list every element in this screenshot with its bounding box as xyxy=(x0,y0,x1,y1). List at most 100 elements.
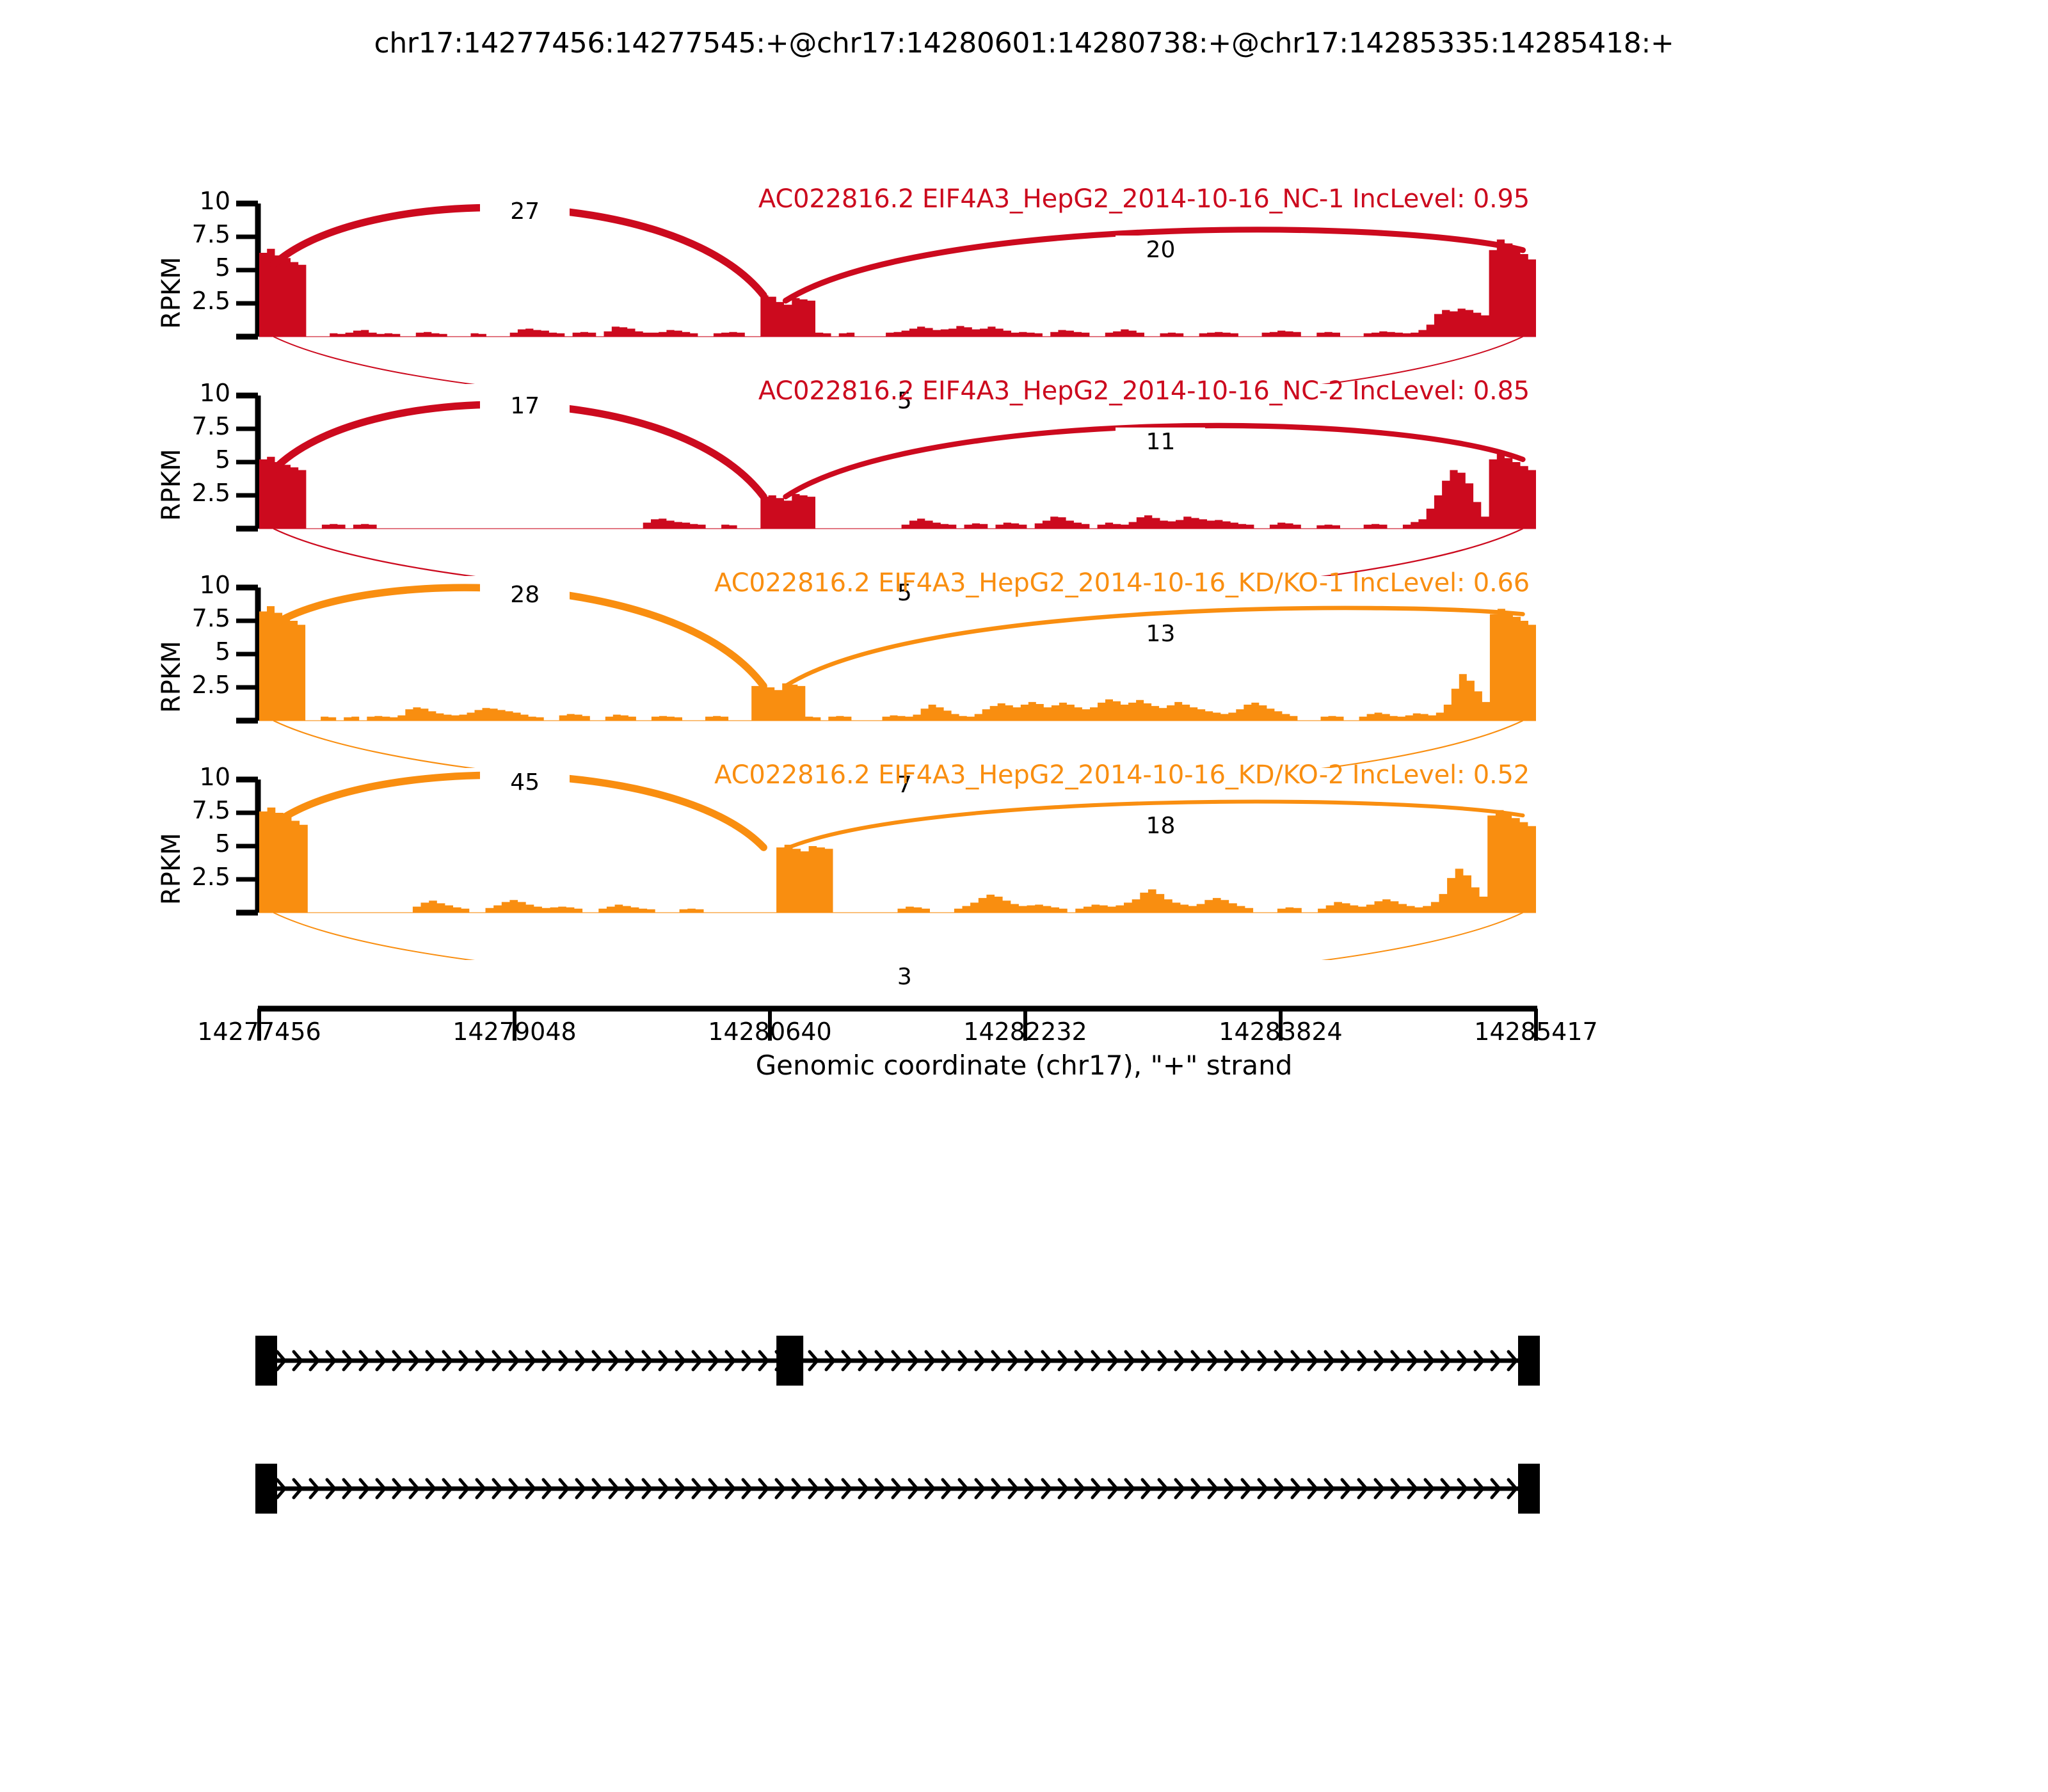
isoform-skipping-strand-arrow-icon xyxy=(1174,1478,1186,1500)
isoform-skipping-strand-arrow-icon xyxy=(891,1478,903,1500)
isoform-skipping-strand-arrow-icon xyxy=(641,1478,653,1500)
isoform-skipping-strand-arrow-icon xyxy=(625,1478,637,1500)
isoform-skipping-strand-arrow-icon xyxy=(1041,1478,1053,1500)
track-plot-kdko-1 xyxy=(236,584,1536,768)
isoform-skipping-strand-arrow-icon xyxy=(1224,1478,1236,1500)
isoform-inclusion-strand-arrow-icon xyxy=(408,1350,420,1372)
isoform-skipping-strand-arrow-icon xyxy=(575,1478,587,1500)
junction-arc-skipping-kdko-1 xyxy=(273,720,1523,768)
track-title-kdko-2: AC022816.2 EIF4A3_HepG2_2014-10-16_KD/KO… xyxy=(714,760,1530,790)
isoform-skipping-strand-arrow-icon xyxy=(1157,1478,1169,1500)
y-tick-0-nc-1: 10 xyxy=(199,187,230,215)
y-axis-spine-kdko-2 xyxy=(236,776,261,916)
isoform-inclusion-strand-arrow-icon xyxy=(1140,1350,1153,1372)
isoform-inclusion-strand-arrow-icon xyxy=(691,1350,703,1372)
isoform-skipping-strand-arrow-icon xyxy=(1107,1478,1119,1500)
isoform-inclusion-exon-1 xyxy=(255,1336,277,1386)
isoform-skipping-strand-arrow-icon xyxy=(675,1478,687,1500)
junction-count-downstream-nc-2: 11 xyxy=(1116,427,1206,456)
y-tick-3-nc-2: 2.5 xyxy=(191,479,230,507)
gene-model-svg xyxy=(255,1336,1540,1514)
isoform-inclusion-strand-arrow-icon xyxy=(1207,1350,1219,1372)
junction-arc-skipping-nc-2 xyxy=(273,527,1523,576)
isoform-inclusion-strand-arrow-icon xyxy=(591,1350,604,1372)
isoform-inclusion-strand-arrow-icon xyxy=(908,1350,920,1372)
isoform-inclusion-strand-arrow-icon xyxy=(724,1350,737,1372)
isoform-inclusion-strand-arrow-icon xyxy=(1074,1350,1086,1372)
isoform-inclusion-strand-arrow-icon xyxy=(1157,1350,1169,1372)
isoform-inclusion-strand-arrow-icon xyxy=(425,1350,437,1372)
isoform-inclusion-strand-arrow-icon xyxy=(508,1350,520,1372)
isoform-inclusion-strand-arrow-icon xyxy=(841,1350,853,1372)
y-tick-2-nc-1: 5 xyxy=(214,253,230,282)
isoform-inclusion-strand-arrow-icon xyxy=(741,1350,753,1372)
isoform-skipping-strand-arrow-icon xyxy=(541,1478,554,1500)
isoform-skipping-strand-arrow-icon xyxy=(874,1478,886,1500)
isoform-inclusion-strand-arrow-icon xyxy=(1124,1350,1136,1372)
isoform-skipping-strand-arrow-icon xyxy=(1373,1478,1386,1500)
isoform-skipping-strand-arrow-icon xyxy=(1423,1478,1436,1500)
isoform-skipping-strand-arrow-icon xyxy=(658,1478,670,1500)
junction-count-upstream-nc-2: 17 xyxy=(480,391,570,420)
junction-count-skipping-kdko-1: 7 xyxy=(860,771,950,799)
sashimi-track-nc-1: RPKM 10 7.5 5 2.5 AC022816.2 EIF4A3_HepG2_201… xyxy=(0,184,2048,415)
isoform-skipping-strand-arrow-icon xyxy=(342,1478,354,1500)
x-tick-1: 14279048 xyxy=(452,1018,577,1046)
isoform-inclusion-strand-arrow-icon xyxy=(492,1350,504,1372)
y-axis-spine-kdko-1 xyxy=(236,584,261,724)
isoform-skipping-strand-arrow-icon xyxy=(941,1478,953,1500)
isoform-inclusion-strand-arrow-icon xyxy=(1373,1350,1386,1372)
isoform-inclusion-strand-arrow-icon xyxy=(1423,1350,1436,1372)
track-title-nc-2: AC022816.2 EIF4A3_HepG2_2014-10-16_NC-2 … xyxy=(758,376,1530,406)
isoform-skipping-strand-arrow-icon xyxy=(325,1478,337,1500)
y-tick-3-kdko-2: 2.5 xyxy=(191,863,230,891)
isoform-inclusion-strand-arrow-icon xyxy=(358,1350,371,1372)
y-tick-2-kdko-1: 5 xyxy=(214,637,230,666)
x-tick-5: 14285417 xyxy=(1474,1018,1598,1046)
isoform-inclusion-strand-arrow-icon xyxy=(375,1350,387,1372)
isoform-skipping-strand-arrow-icon xyxy=(1124,1478,1136,1500)
isoform-skipping xyxy=(255,1464,1540,1514)
isoform-inclusion xyxy=(255,1336,1540,1386)
isoform-skipping-strand-arrow-icon xyxy=(1440,1478,1452,1500)
isoform-inclusion-strand-arrow-icon xyxy=(1324,1350,1336,1372)
isoform-skipping-strand-arrow-icon xyxy=(1024,1478,1036,1500)
isoform-inclusion-strand-arrow-icon xyxy=(625,1350,637,1372)
isoform-skipping-strand-arrow-icon xyxy=(475,1478,487,1500)
isoform-inclusion-strand-arrow-icon xyxy=(957,1350,970,1372)
isoform-inclusion-strand-arrow-icon xyxy=(1224,1350,1236,1372)
isoform-skipping-strand-arrow-icon xyxy=(974,1478,986,1500)
isoform-inclusion-strand-arrow-icon xyxy=(808,1350,820,1372)
isoform-skipping-strand-arrow-icon xyxy=(1357,1478,1369,1500)
isoform-inclusion-strand-arrow-icon xyxy=(575,1350,587,1372)
isoform-inclusion-strand-arrow-icon xyxy=(1057,1350,1069,1372)
isoform-inclusion-strand-arrow-icon xyxy=(392,1350,404,1372)
y-tick-3-kdko-1: 2.5 xyxy=(191,671,230,699)
isoform-inclusion-strand-arrow-icon xyxy=(1091,1350,1103,1372)
x-tick-4: 14283824 xyxy=(1219,1018,1343,1046)
isoform-inclusion-strand-arrow-icon xyxy=(874,1350,886,1372)
isoform-inclusion-strand-arrow-icon xyxy=(1041,1350,1053,1372)
isoform-inclusion-strand-arrow-icon xyxy=(1490,1350,1502,1372)
coverage-area-nc-2 xyxy=(259,454,1536,529)
isoform-inclusion-strand-arrow-icon xyxy=(675,1350,687,1372)
junction-arc-skipping-nc-1 xyxy=(273,336,1523,384)
isoform-skipping-strand-arrow-icon xyxy=(458,1478,470,1500)
isoform-skipping-strand-arrow-icon xyxy=(691,1478,703,1500)
isoform-inclusion-strand-arrow-icon xyxy=(1174,1350,1186,1372)
isoform-skipping-strand-arrow-icon xyxy=(808,1478,820,1500)
sashimi-track-nc-2: RPKM 10 7.5 5 2.5 AC022816.2 EIF4A3_HepG2_201… xyxy=(0,376,2048,607)
isoform-inclusion-strand-arrow-icon xyxy=(442,1350,454,1372)
isoform-inclusion-strand-arrow-icon xyxy=(891,1350,903,1372)
isoform-skipping-strand-arrow-icon xyxy=(375,1478,387,1500)
isoform-skipping-strand-arrow-icon xyxy=(741,1478,753,1500)
gene-models xyxy=(0,1331,2048,1542)
x-axis-line xyxy=(257,1005,1538,1041)
isoform-skipping-strand-arrow-icon xyxy=(1340,1478,1352,1500)
isoform-inclusion-strand-arrow-icon xyxy=(608,1350,620,1372)
y-axis-spine-nc-1 xyxy=(236,200,261,340)
isoform-skipping-strand-arrow-icon xyxy=(1490,1478,1502,1500)
isoform-inclusion-strand-arrow-icon xyxy=(824,1350,836,1372)
y-tick-1-nc-1: 7.5 xyxy=(191,220,230,248)
junction-count-skipping-kdko-2: 3 xyxy=(860,963,950,991)
